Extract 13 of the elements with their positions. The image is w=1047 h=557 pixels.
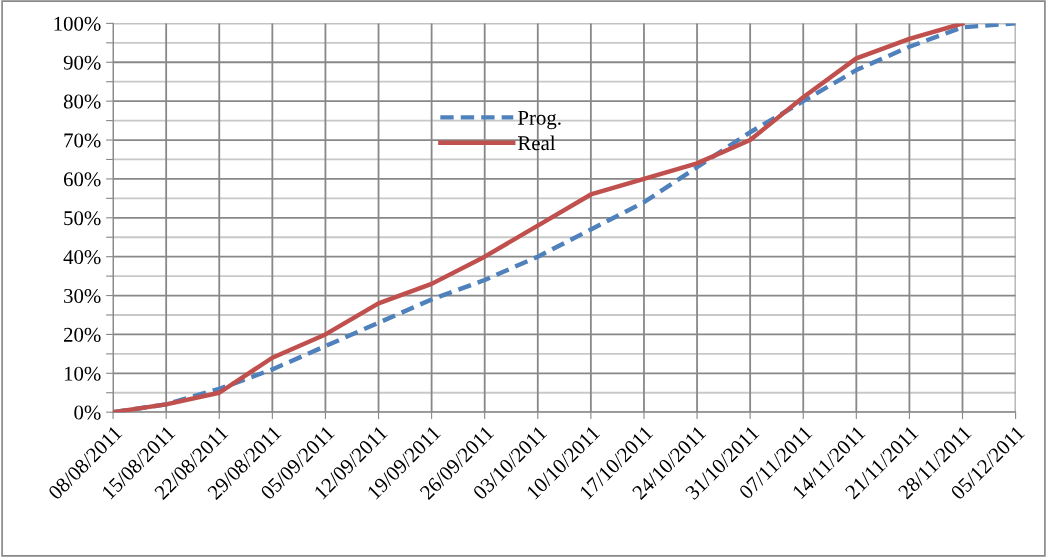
y-tick-label: 60% — [63, 172, 101, 187]
y-tick-label: 80% — [63, 94, 101, 109]
legend-label: Prog. — [518, 111, 561, 130]
y-tick-label: 70% — [64, 133, 101, 148]
y-tick-label: 30% — [64, 288, 101, 304]
y-tick-label: 90% — [63, 55, 101, 70]
y-tick-label: 20% — [64, 327, 101, 342]
y-tick-label: 40% — [63, 250, 101, 265]
y-tick-label: 10% — [64, 366, 101, 381]
y-tick-label: 50% — [64, 211, 101, 226]
y-tick-label: 0% — [74, 405, 101, 420]
y-tick-label: 100% — [54, 16, 101, 31]
legend-label: Real — [518, 135, 556, 151]
